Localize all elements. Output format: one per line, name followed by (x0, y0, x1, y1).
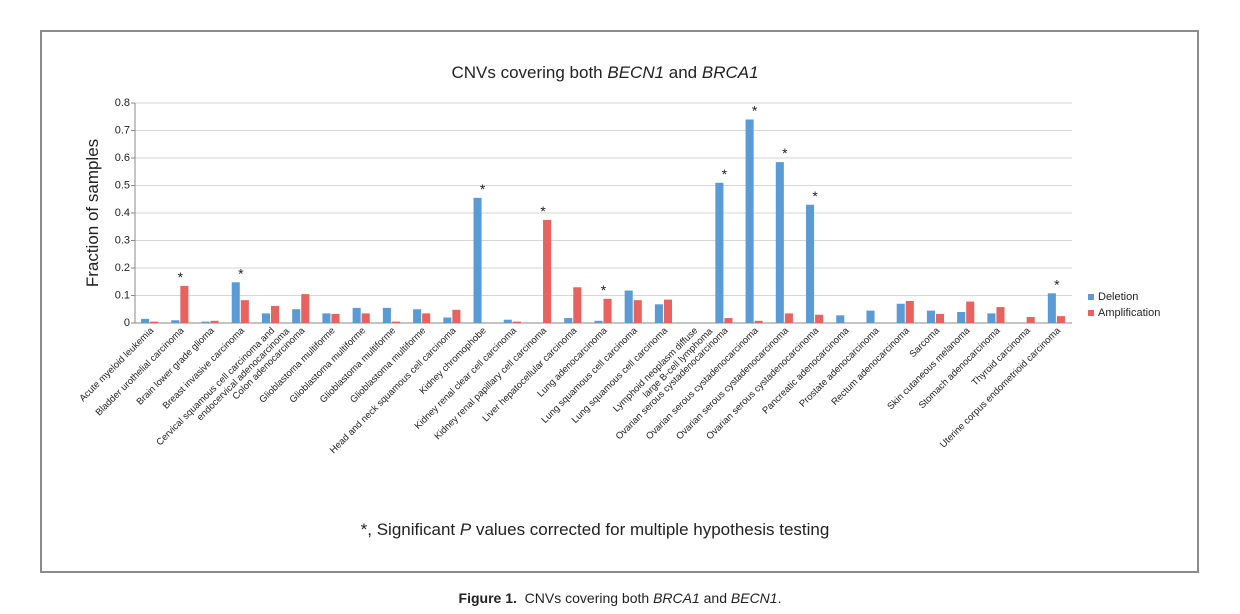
y-tick-label: 0.8 (115, 97, 130, 109)
caption-part: Figure 1. (459, 590, 517, 606)
bar (926, 310, 935, 323)
bar (905, 301, 914, 323)
bar (784, 313, 793, 323)
title-part: BECN1 (607, 63, 664, 82)
chart-title: CNVs covering both BECN1 and BRCA1 (451, 63, 758, 82)
bar (292, 309, 301, 323)
y-tick-label: 0.4 (115, 207, 130, 219)
bar (1047, 293, 1056, 323)
bar (180, 285, 189, 323)
caption-part: and (700, 590, 731, 606)
caption-part: CNVs covering both (517, 590, 653, 606)
bar (996, 307, 1005, 323)
footnote-part: P (460, 520, 472, 539)
bar (201, 321, 210, 323)
bar (1056, 316, 1065, 323)
caption: Figure 1. CNVs covering both BRCA1 and B… (459, 590, 782, 606)
bar (322, 313, 331, 323)
bar (663, 299, 673, 323)
bar (594, 320, 603, 323)
caption-part: . (778, 590, 782, 606)
y-tick-label: 0.2 (115, 262, 130, 274)
y-axis-label: Fraction of samples (83, 139, 102, 287)
y-tick-label: 0.7 (115, 124, 130, 136)
caption-part: BECN1 (731, 590, 778, 606)
bar (422, 313, 431, 323)
significance-mark: * (1054, 276, 1060, 292)
frame (40, 30, 1199, 573)
bar (503, 319, 512, 323)
caption-part: BRCA1 (653, 590, 700, 606)
significance-mark: * (480, 181, 486, 197)
bar (352, 307, 361, 323)
y-tick-label: 0 (124, 317, 130, 329)
significance-mark: * (752, 103, 758, 119)
bar (391, 321, 400, 323)
bar (141, 318, 150, 323)
significance-mark: * (722, 166, 728, 182)
bar (633, 300, 642, 323)
bar (210, 320, 219, 323)
bar (987, 313, 996, 323)
bar (603, 298, 612, 323)
bar (775, 162, 784, 323)
bar (150, 321, 159, 323)
bar (815, 314, 824, 323)
legend-label: Amplification (1098, 307, 1160, 319)
bar (935, 313, 945, 323)
bar (745, 119, 754, 323)
bar (564, 318, 573, 323)
bar (240, 300, 249, 323)
legend-swatch (1088, 294, 1094, 300)
bar (966, 301, 975, 323)
bar (624, 290, 633, 323)
bar (171, 320, 180, 323)
bar (573, 287, 582, 323)
bar (754, 320, 763, 323)
bar (715, 182, 724, 323)
significance-mark: * (601, 282, 607, 298)
bar (543, 219, 552, 323)
bar (806, 204, 815, 323)
bar (301, 294, 310, 323)
bar (413, 309, 422, 323)
y-tick-label: 0.3 (115, 234, 130, 246)
bar (361, 313, 370, 323)
bar (866, 310, 875, 323)
footnote-part: *, Significant (361, 520, 460, 539)
significance-mark: * (812, 188, 818, 204)
significance-mark: * (238, 265, 244, 281)
y-tick-label: 0.1 (115, 289, 130, 301)
footnote: *, Significant P values corrected for mu… (361, 520, 830, 539)
bar (957, 312, 966, 323)
bar (896, 303, 905, 323)
bar (836, 315, 845, 323)
bar (654, 304, 663, 323)
bar (724, 318, 733, 323)
y-tick-label: 0.6 (115, 152, 130, 164)
title-part: and (664, 63, 702, 82)
bar (231, 282, 240, 323)
footnote-part: values corrected for multiple hypothesis… (471, 520, 829, 539)
bar (452, 309, 461, 323)
bar (271, 305, 280, 323)
bar (512, 321, 521, 323)
title-part: BRCA1 (702, 63, 759, 82)
bar (473, 197, 482, 323)
y-tick-label: 0.5 (115, 179, 130, 191)
significance-mark: * (782, 145, 788, 161)
bar (443, 317, 452, 323)
significance-mark: * (540, 203, 546, 219)
bar (261, 313, 271, 323)
bar (382, 307, 391, 323)
title-part: CNVs covering both (451, 63, 607, 82)
bar (331, 313, 340, 323)
significance-mark: * (178, 269, 184, 285)
legend-label: Deletion (1098, 291, 1138, 303)
legend-swatch (1088, 310, 1094, 316)
bar (1026, 316, 1035, 323)
